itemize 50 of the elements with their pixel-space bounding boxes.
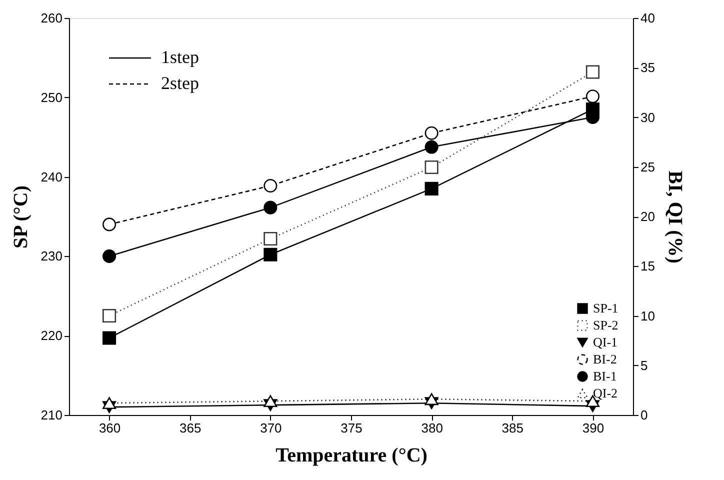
point <box>102 249 116 263</box>
x-tick-label: 380 <box>421 420 443 436</box>
legend-label: SP-1 <box>593 300 618 316</box>
y-tick-label: 250 <box>40 90 62 105</box>
y-tick-label: 240 <box>40 169 62 184</box>
y-tick-label: 230 <box>40 248 62 264</box>
x-tick-label: 385 <box>502 420 524 436</box>
point <box>424 393 438 406</box>
point <box>264 395 278 408</box>
y2-tick-label: 25 <box>640 159 655 174</box>
legend-label: QI-2 <box>593 386 618 400</box>
x-tick-label: 375 <box>340 420 362 436</box>
x-tick-label: 370 <box>260 420 282 436</box>
point <box>424 140 438 154</box>
y2-tick-label: 30 <box>640 110 655 125</box>
x-tick-label: 390 <box>582 420 604 436</box>
y2-axis-title: BI, QI (%) <box>664 170 686 264</box>
x-tick-label: 360 <box>98 420 121 436</box>
point <box>424 182 438 196</box>
legend-label: QI-1 <box>593 334 618 350</box>
x-tick-label: 365 <box>180 420 202 436</box>
y2-tick-label: 20 <box>640 209 655 224</box>
point <box>264 200 278 214</box>
annotation: 2step <box>161 73 199 93</box>
y2-tick-label: 40 <box>640 10 655 26</box>
y-tick-label: 210 <box>40 408 62 422</box>
y2-tick-label: 15 <box>640 258 655 274</box>
legend-label: SP-2 <box>593 318 618 332</box>
point <box>586 90 600 104</box>
point <box>424 126 438 140</box>
point <box>264 178 278 192</box>
y2-tick-label: 35 <box>640 60 655 76</box>
legend-label: BI-1 <box>593 368 617 384</box>
y2-tick-label: 10 <box>640 308 655 324</box>
annotation: 1step <box>161 47 199 67</box>
point <box>102 218 116 232</box>
x-axis-title: Temperature (°C) <box>276 444 428 466</box>
y-axis-title: SP (°C) <box>10 186 32 248</box>
point <box>264 232 278 246</box>
y-tick-label: 260 <box>40 10 62 26</box>
point <box>264 248 278 262</box>
point <box>424 160 438 174</box>
y-tick-label: 220 <box>40 328 62 344</box>
point <box>102 331 116 345</box>
point <box>102 397 116 410</box>
y2-tick-label: 5 <box>640 358 648 373</box>
y2-tick-label: 0 <box>640 408 648 422</box>
point <box>586 65 600 79</box>
legend-label: BI-2 <box>593 352 617 366</box>
point <box>102 308 116 323</box>
